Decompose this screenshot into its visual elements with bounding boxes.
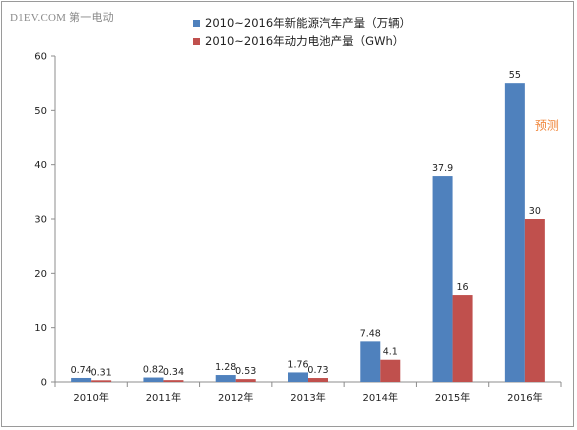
- legend-swatch-battery: [193, 37, 200, 45]
- legend-item-vehicle: 2010~2016年新能源汽车产量（万辆）: [193, 14, 411, 32]
- data-label: 30: [529, 206, 541, 217]
- bar-vehicle: [504, 83, 525, 383]
- data-label: 0.31: [91, 367, 112, 378]
- x-tick-label: 2015年: [435, 391, 470, 404]
- bar-vehicle: [360, 341, 381, 382]
- data-label: 0.53: [235, 366, 256, 377]
- data-label: 1.76: [287, 359, 308, 370]
- x-tick-label: 2011年: [146, 391, 181, 404]
- x-tick-label: 2014年: [363, 391, 398, 404]
- y-tick-label: 30: [34, 215, 47, 226]
- bar-vehicle: [143, 377, 164, 382]
- legend: 2010~2016年新能源汽车产量（万辆） 2010~2016年动力电池产量（G…: [193, 14, 411, 50]
- bar-vehicle: [432, 176, 453, 382]
- data-label: 7.48: [360, 328, 381, 339]
- bar-battery: [452, 295, 473, 382]
- bar-battery: [524, 219, 545, 382]
- legend-item-battery: 2010~2016年动力电池产量（GWh）: [193, 32, 411, 50]
- y-tick-label: 0: [41, 378, 47, 389]
- bar-battery: [380, 359, 401, 382]
- data-label: 37.9: [432, 163, 453, 174]
- forecast-annotation: 预测: [535, 118, 559, 132]
- data-label: 0.82: [143, 365, 164, 376]
- x-tick-label: 2016年: [507, 391, 542, 404]
- data-label: 0.34: [163, 367, 184, 378]
- y-tick-label: 40: [34, 160, 47, 171]
- bar-vehicle: [288, 372, 308, 382]
- data-label: 55: [509, 70, 521, 81]
- y-tick-label: 60: [34, 52, 47, 63]
- x-tick-label: 2013年: [290, 391, 325, 404]
- data-label: 4.1: [383, 347, 398, 358]
- x-tick-label: 2012年: [218, 391, 253, 404]
- data-label: 0.74: [71, 365, 92, 376]
- legend-label-battery: 2010~2016年动力电池产量（GWh）: [205, 34, 405, 48]
- y-tick-label: 10: [34, 323, 47, 334]
- bar-vehicle: [71, 377, 92, 382]
- legend-swatch-vehicle: [193, 19, 200, 27]
- x-tick-label: 2010年: [73, 391, 108, 404]
- data-label: 1.28: [215, 362, 236, 373]
- data-label: 0.73: [307, 365, 328, 376]
- bar-battery: [163, 380, 184, 382]
- bar-vehicle: [215, 375, 236, 382]
- watermark: D1EV.COM 第一电动: [10, 12, 114, 24]
- bar-battery: [308, 378, 328, 382]
- y-tick-label: 50: [34, 106, 47, 117]
- legend-label-vehicle: 2010~2016年新能源汽车产量（万辆）: [205, 16, 412, 30]
- bar-battery: [235, 379, 256, 382]
- bar-battery: [91, 380, 112, 382]
- data-label: 16: [457, 282, 469, 293]
- y-tick-label: 20: [34, 269, 47, 280]
